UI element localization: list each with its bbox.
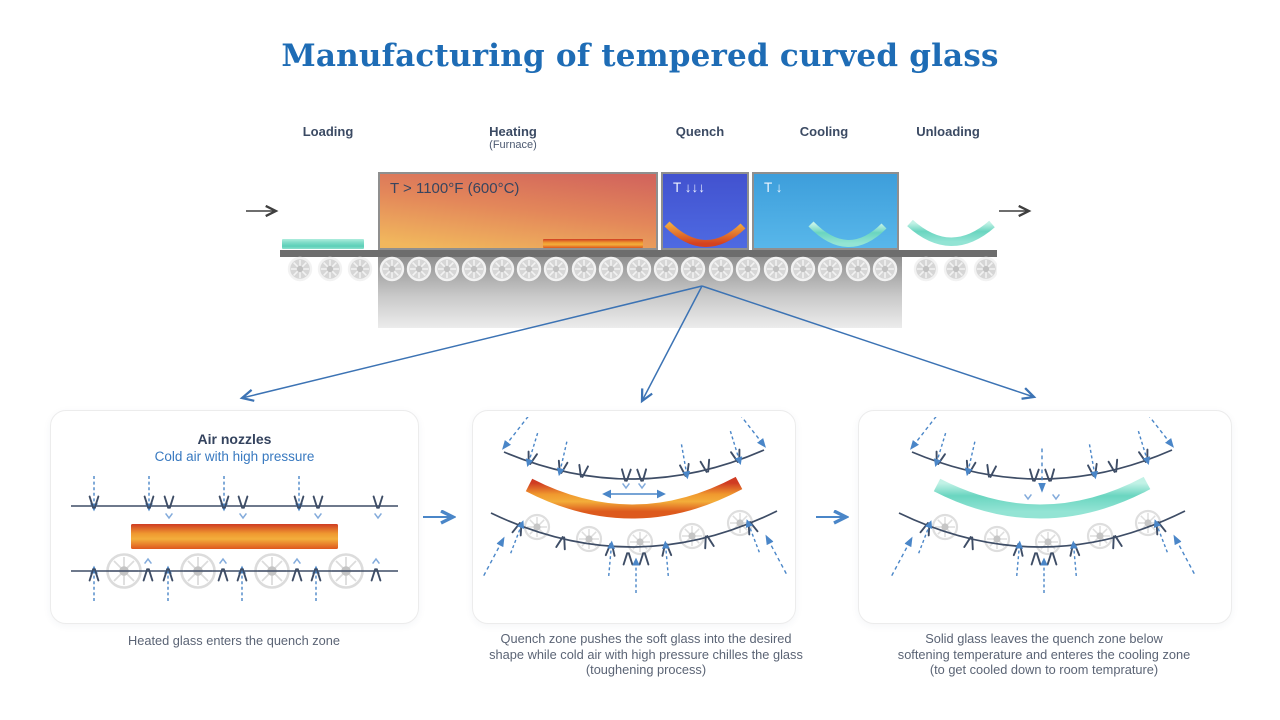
card1-caption-line: Heated glass enters the quench zone <box>127 633 340 648</box>
card2-caption-line: (toughening process) <box>585 662 707 677</box>
card2-caption-line: Quench zone pushes the soft glass into t… <box>500 631 792 646</box>
flat-glass-loading <box>282 239 364 249</box>
stage-sublabel-furnace: (Furnace) <box>489 139 537 151</box>
card-flow-arrow-2-icon <box>816 509 855 525</box>
flow-out-arrow-icon <box>999 203 1038 219</box>
quench-box: T ↓↓↓ <box>661 172 749 250</box>
flat-glass-in-furnace <box>543 239 643 248</box>
stage-label-heating: Heating <box>489 124 537 139</box>
conveyor-belt-bar <box>280 250 997 257</box>
curved-quench-diagram <box>479 417 789 617</box>
flat-quench-diagram <box>71 471 398 616</box>
stage-label-quench: Quench <box>675 124 725 139</box>
furnace-box: T > 1100°F (600°C) <box>378 172 658 250</box>
stage-label-unloading: Unloading <box>916 124 980 139</box>
card1-subheading: Cold air with high pressure <box>154 449 315 464</box>
quench-temp-label: T ↓↓↓ <box>673 180 706 195</box>
furnace-temp-label: T > 1100°F (600°C) <box>390 180 520 197</box>
card-quench-entry: Air nozzles Cold air with high pressure <box>50 410 419 624</box>
card1-caption: Heated glass enters the quench zone <box>64 633 404 649</box>
cooling-box: T ↓ <box>752 172 899 250</box>
card2-caption-line: shape while cold air with high pressure … <box>489 646 803 662</box>
card3-caption-line: softening temperature and enteres the co… <box>897 646 1191 662</box>
curved-glass-unloading <box>907 219 995 246</box>
cooling-temp-label: T ↓ <box>764 180 783 195</box>
page-title: Manufacturing of tempered curved glass <box>281 38 999 74</box>
fan-pointer-arrows-icon <box>180 285 1080 407</box>
card-flow-arrow-1-icon <box>423 509 462 525</box>
card2-caption: Quench zone pushes the soft glass into t… <box>448 631 844 678</box>
card3-caption-line: (to get cooled down to room temprature) <box>929 662 1159 677</box>
stage-label-cooling: Cooling <box>799 124 849 139</box>
stage-label-loading: Loading <box>302 124 354 139</box>
card-quench-shaping <box>472 410 796 624</box>
card3-caption: Solid glass leaves the quench zone below… <box>846 631 1242 678</box>
flow-in-arrow-icon <box>246 203 285 219</box>
card-cooling-exit <box>858 410 1232 624</box>
conveyor-rollers <box>287 256 997 282</box>
curved-hot-glass-quench <box>664 221 746 247</box>
curved-cooling-diagram <box>887 417 1197 617</box>
card1-heading: Air nozzles <box>197 431 272 447</box>
curved-cool-glass-cooling <box>808 221 887 247</box>
card3-caption-line: Solid glass leaves the quench zone below <box>925 631 1163 646</box>
